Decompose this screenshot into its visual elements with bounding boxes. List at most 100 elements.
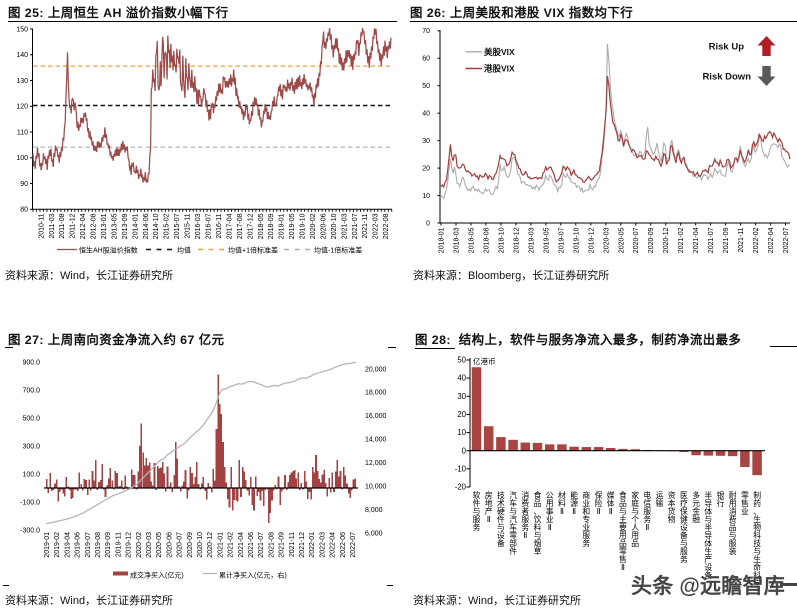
svg-text:2022-02: 2022-02 bbox=[753, 227, 760, 253]
svg-text:2014-01: 2014-01 bbox=[132, 213, 139, 239]
svg-text:均值+1倍标准差: 均值+1倍标准差 bbox=[228, 245, 278, 254]
svg-text:2019-01: 2019-01 bbox=[279, 213, 286, 239]
svg-text:14,000: 14,000 bbox=[365, 437, 387, 444]
svg-text:港股VIX: 港股VIX bbox=[484, 64, 515, 74]
svg-text:70: 70 bbox=[422, 28, 430, 35]
svg-text:60: 60 bbox=[422, 56, 430, 63]
svg-text:2021-02: 2021-02 bbox=[228, 532, 235, 558]
svg-text:2022-06: 2022-06 bbox=[340, 532, 347, 558]
svg-text:80: 80 bbox=[20, 207, 28, 214]
svg-text:2022-01: 2022-01 bbox=[309, 532, 316, 558]
svg-text:30: 30 bbox=[422, 138, 430, 145]
svg-text:2019-03: 2019-03 bbox=[528, 227, 535, 253]
svg-text:2022-03: 2022-03 bbox=[319, 532, 326, 558]
svg-text:2019-07: 2019-07 bbox=[558, 227, 565, 253]
svg-text:2013-09: 2013-09 bbox=[122, 213, 129, 239]
svg-text:10: 10 bbox=[422, 193, 430, 200]
svg-text:2020-05: 2020-05 bbox=[618, 227, 625, 253]
svg-text:2019-05: 2019-05 bbox=[543, 227, 550, 253]
svg-text:18,000: 18,000 bbox=[365, 390, 387, 397]
svg-text:20: 20 bbox=[422, 165, 430, 172]
svg-text:2021-04: 2021-04 bbox=[693, 227, 700, 253]
svg-text:30: 30 bbox=[457, 392, 466, 401]
svg-text:2011-12: 2011-12 bbox=[70, 213, 77, 238]
svg-text:2019-02: 2019-02 bbox=[54, 532, 61, 558]
svg-text:2015-02: 2015-02 bbox=[164, 213, 171, 239]
svg-text:2021-01: 2021-01 bbox=[217, 532, 224, 558]
svg-text:2020-06: 2020-06 bbox=[320, 213, 327, 239]
svg-text:500.0: 500.0 bbox=[22, 415, 40, 422]
svg-text:2019-08: 2019-08 bbox=[95, 532, 102, 558]
svg-text:20,000: 20,000 bbox=[365, 366, 387, 373]
svg-text:2021-06: 2021-06 bbox=[248, 532, 255, 558]
svg-text:2019-12: 2019-12 bbox=[126, 532, 133, 558]
svg-text:2018-09: 2018-09 bbox=[268, 213, 275, 239]
svg-text:2021-12: 2021-12 bbox=[299, 532, 306, 558]
svg-text:2021-11: 2021-11 bbox=[289, 532, 296, 557]
svg-text:10: 10 bbox=[457, 428, 466, 437]
svg-text:2018-05: 2018-05 bbox=[258, 213, 265, 239]
svg-text:2020-09: 2020-09 bbox=[648, 227, 655, 253]
svg-text:2012-04: 2012-04 bbox=[80, 213, 87, 239]
svg-text:16,000: 16,000 bbox=[365, 413, 387, 420]
svg-text:2019-01: 2019-01 bbox=[44, 532, 51, 558]
svg-text:2018-05: 2018-05 bbox=[469, 227, 476, 253]
svg-text:140: 140 bbox=[16, 52, 28, 59]
svg-text:2021-03: 2021-03 bbox=[341, 213, 348, 239]
svg-text:2018-12: 2018-12 bbox=[513, 227, 520, 253]
svg-text:Risk Up: Risk Up bbox=[709, 42, 745, 53]
svg-text:2018-10: 2018-10 bbox=[498, 227, 505, 253]
svg-text:2015-07: 2015-07 bbox=[174, 213, 181, 239]
svg-text:2020-10: 2020-10 bbox=[197, 532, 204, 558]
svg-text:2016-11: 2016-11 bbox=[216, 213, 223, 238]
svg-text:2021-07: 2021-07 bbox=[352, 213, 359, 239]
svg-text:2020-03: 2020-03 bbox=[146, 532, 153, 558]
svg-text:-300.0: -300.0 bbox=[20, 527, 40, 534]
svg-text:2016-07: 2016-07 bbox=[206, 213, 213, 239]
svg-text:40: 40 bbox=[422, 111, 430, 118]
svg-text:2020-02: 2020-02 bbox=[136, 532, 143, 558]
svg-text:2021-02: 2021-02 bbox=[678, 227, 685, 253]
svg-text:2020-06: 2020-06 bbox=[166, 532, 173, 558]
svg-text:2021-09: 2021-09 bbox=[723, 227, 730, 253]
svg-text:恒生AH股溢价指数: 恒生AH股溢价指数 bbox=[79, 245, 138, 254]
svg-text:2015-11: 2015-11 bbox=[185, 213, 192, 238]
svg-text:2019-06: 2019-06 bbox=[75, 532, 82, 558]
svg-text:2022-07: 2022-07 bbox=[350, 532, 357, 558]
svg-text:2018-08: 2018-08 bbox=[483, 227, 490, 253]
svg-text:50: 50 bbox=[457, 356, 466, 365]
svg-text:2019-07: 2019-07 bbox=[85, 532, 92, 558]
svg-text:2019-12: 2019-12 bbox=[588, 227, 595, 253]
svg-text:8,000: 8,000 bbox=[365, 507, 383, 514]
svg-text:2021-07: 2021-07 bbox=[258, 532, 265, 558]
svg-text:2017-12: 2017-12 bbox=[247, 213, 254, 239]
svg-text:2019-04: 2019-04 bbox=[64, 532, 71, 558]
svg-text:6,000: 6,000 bbox=[365, 530, 383, 537]
svg-text:20: 20 bbox=[457, 410, 466, 419]
svg-text:2021-11: 2021-11 bbox=[738, 227, 745, 252]
svg-text:2019-05: 2019-05 bbox=[289, 213, 296, 239]
svg-text:40: 40 bbox=[457, 374, 466, 383]
svg-text:亿港币: 亿港币 bbox=[473, 356, 496, 366]
svg-text:2018-01: 2018-01 bbox=[439, 227, 446, 253]
svg-text:2014-06: 2014-06 bbox=[143, 213, 150, 239]
svg-text:2014-10: 2014-10 bbox=[153, 213, 160, 239]
svg-text:2011-08: 2011-08 bbox=[59, 213, 66, 238]
svg-text:2021-08: 2021-08 bbox=[268, 532, 275, 558]
svg-text:0: 0 bbox=[426, 220, 430, 227]
svg-text:2018-03: 2018-03 bbox=[454, 227, 461, 253]
svg-text:100.0: 100.0 bbox=[22, 471, 40, 478]
svg-text:2019-11: 2019-11 bbox=[115, 532, 122, 557]
svg-text:2020-12: 2020-12 bbox=[663, 227, 670, 253]
svg-text:2020-12: 2020-12 bbox=[207, 532, 214, 558]
svg-text:50: 50 bbox=[422, 83, 430, 90]
svg-text:2021-07: 2021-07 bbox=[708, 227, 715, 253]
svg-text:2017-08: 2017-08 bbox=[237, 213, 244, 239]
svg-text:2017-04: 2017-04 bbox=[226, 213, 233, 239]
svg-text:2022-04: 2022-04 bbox=[330, 532, 337, 558]
svg-text:120: 120 bbox=[16, 104, 28, 111]
svg-text:2013-05: 2013-05 bbox=[111, 213, 118, 239]
svg-text:2022-08: 2022-08 bbox=[383, 213, 390, 239]
svg-text:2019-09: 2019-09 bbox=[105, 532, 112, 558]
svg-text:-20: -20 bbox=[455, 483, 467, 492]
